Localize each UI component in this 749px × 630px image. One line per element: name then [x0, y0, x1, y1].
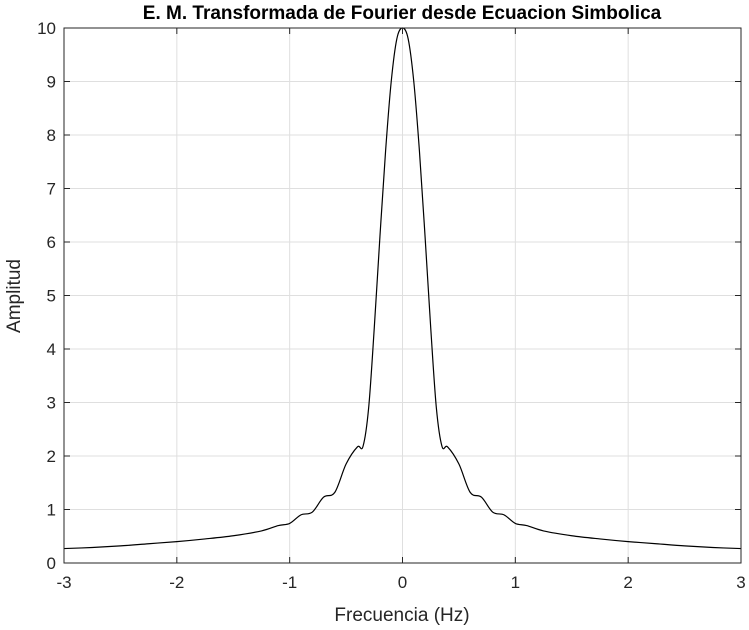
- y-tick-label: 6: [47, 233, 56, 252]
- x-tick-label: 2: [623, 573, 632, 592]
- y-tick-label: 9: [47, 73, 56, 92]
- x-tick-label: -3: [56, 573, 71, 592]
- y-tick-label: 2: [47, 447, 56, 466]
- x-axis-label: Frecuencia (Hz): [334, 605, 469, 626]
- x-tick-label: 0: [398, 573, 407, 592]
- y-tick-label: 7: [47, 180, 56, 199]
- y-tick-label: 8: [47, 126, 56, 145]
- y-tick-label: 4: [47, 340, 56, 359]
- x-tick-label: 1: [511, 573, 520, 592]
- y-tick-label: 1: [47, 501, 56, 520]
- x-tick-label: 3: [736, 573, 745, 592]
- y-tick-label: 0: [47, 554, 56, 573]
- x-tick-label: -2: [169, 573, 184, 592]
- x-tick-label: -1: [282, 573, 297, 592]
- y-tick-label: 3: [47, 394, 56, 413]
- y-tick-label: 10: [37, 19, 56, 38]
- chart-title: E. M. Transformada de Fourier desde Ecua…: [143, 3, 662, 24]
- x-axis-tick-labels: -3 -2 -1 0 1 2 3: [56, 573, 745, 592]
- grid: [64, 28, 741, 563]
- y-axis-tick-labels: 0 1 2 3 4 5 6 7 8 9 10: [37, 19, 56, 573]
- y-axis-label: Amplitud: [4, 259, 25, 333]
- axis-ticks: [63, 27, 742, 564]
- y-tick-label: 5: [47, 287, 56, 306]
